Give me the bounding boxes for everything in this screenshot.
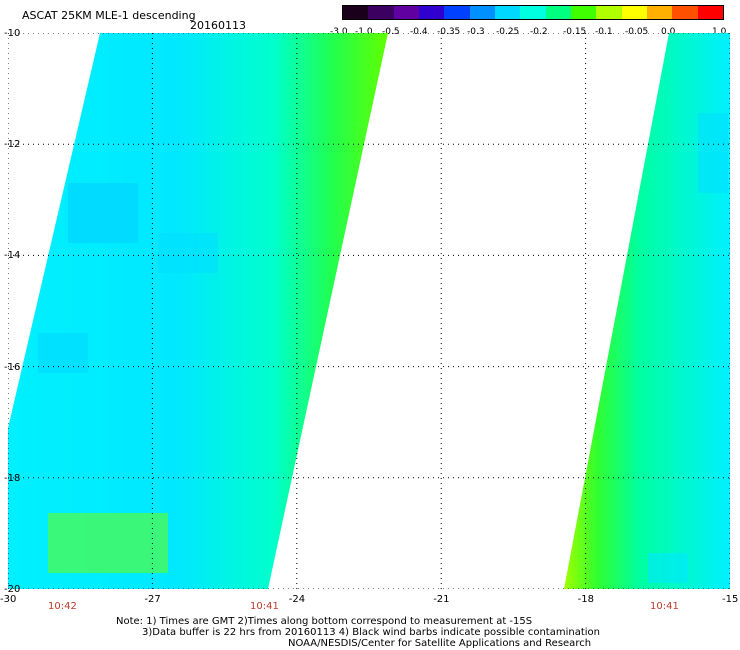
color-scale-swatch (596, 6, 622, 19)
latitude-label: -16 (4, 361, 21, 373)
latitude-label: -14 (4, 250, 21, 262)
longitude-label: -30 (0, 594, 17, 605)
color-scale-label: -1.0 (355, 27, 373, 37)
longitude-label: -21 (433, 594, 450, 605)
color-scale-swatch (621, 6, 647, 19)
color-scale-swatch (570, 6, 597, 19)
swath-patch (698, 113, 728, 193)
longitude-label: -24 (288, 594, 306, 605)
color-scale-swatch (520, 6, 546, 19)
color-scale-label: -0.4 (410, 27, 428, 37)
color-scale-swatch (545, 6, 571, 19)
latitude-label: -20 (4, 584, 21, 595)
color-scale-swatch (494, 6, 521, 19)
color-scale-label: -0.15 (563, 27, 587, 37)
color-scale-label: 0.0 (661, 27, 676, 37)
color-scale-swatch (393, 6, 419, 19)
color-scale-swatch (368, 6, 394, 19)
swath-patch (158, 233, 218, 273)
color-scale-swatch (646, 6, 673, 19)
swath-time-label: 10:41 (250, 601, 279, 612)
color-scale-swatch (697, 6, 723, 19)
color-scale-label: -0.1 (595, 27, 613, 37)
swath-patch (48, 513, 168, 573)
swath-patch (68, 183, 138, 243)
longitude-label: -18 (577, 594, 594, 605)
color-scale-swatch (343, 6, 369, 19)
swath-right (564, 33, 730, 589)
swath-time-label: 10:41 (650, 601, 679, 612)
color-scale-label: -3.0 (330, 27, 348, 37)
swath-patch (648, 553, 688, 583)
color-scale-label: -0.2 (530, 27, 548, 37)
latitude-label: -12 (4, 139, 21, 151)
color-scale-labels: -3.0 -1.0 -0.5 -0.4 -0.35 -0.3 -0.25 -0.2 -0.15-… (330, 27, 730, 37)
color-scale-label: -0.35 (437, 27, 461, 37)
color-scale-swatch (444, 6, 470, 19)
longitude-label: -27 (144, 594, 161, 605)
color-scale-label: -0.25 (496, 27, 520, 37)
footer-note-1: Note: 1) Times are GMT 2)Times along bot… (116, 616, 533, 627)
color-scale-swatch (469, 6, 495, 19)
longitude-label: -15 (722, 594, 739, 605)
color-scale-label: -0.5 (382, 27, 400, 37)
color-scale-label: -0.3 (467, 27, 485, 37)
map-title: ASCAT 25KM MLE-1 descending (22, 9, 196, 22)
footer-note-2: 3)Data buffer is 22 hrs from 20160113 4)… (142, 627, 600, 638)
latitude-label: -10 (4, 28, 21, 39)
latitude-label: -18 (4, 472, 21, 484)
swath-time-label: 10:42 (48, 601, 77, 612)
swath-left (8, 33, 388, 589)
color-scale-label: 1.0 (712, 27, 727, 37)
color-scale-label: -0.05 (625, 27, 649, 37)
color-scale-bar (342, 5, 724, 20)
color-scale-swatch (418, 6, 445, 19)
color-scale-swatch (672, 6, 698, 19)
footer-note-3: NOAA/NESDIS/Center for Satellite Applica… (288, 638, 592, 649)
wind-map (8, 33, 730, 589)
map-date: 20160113 (190, 19, 246, 32)
